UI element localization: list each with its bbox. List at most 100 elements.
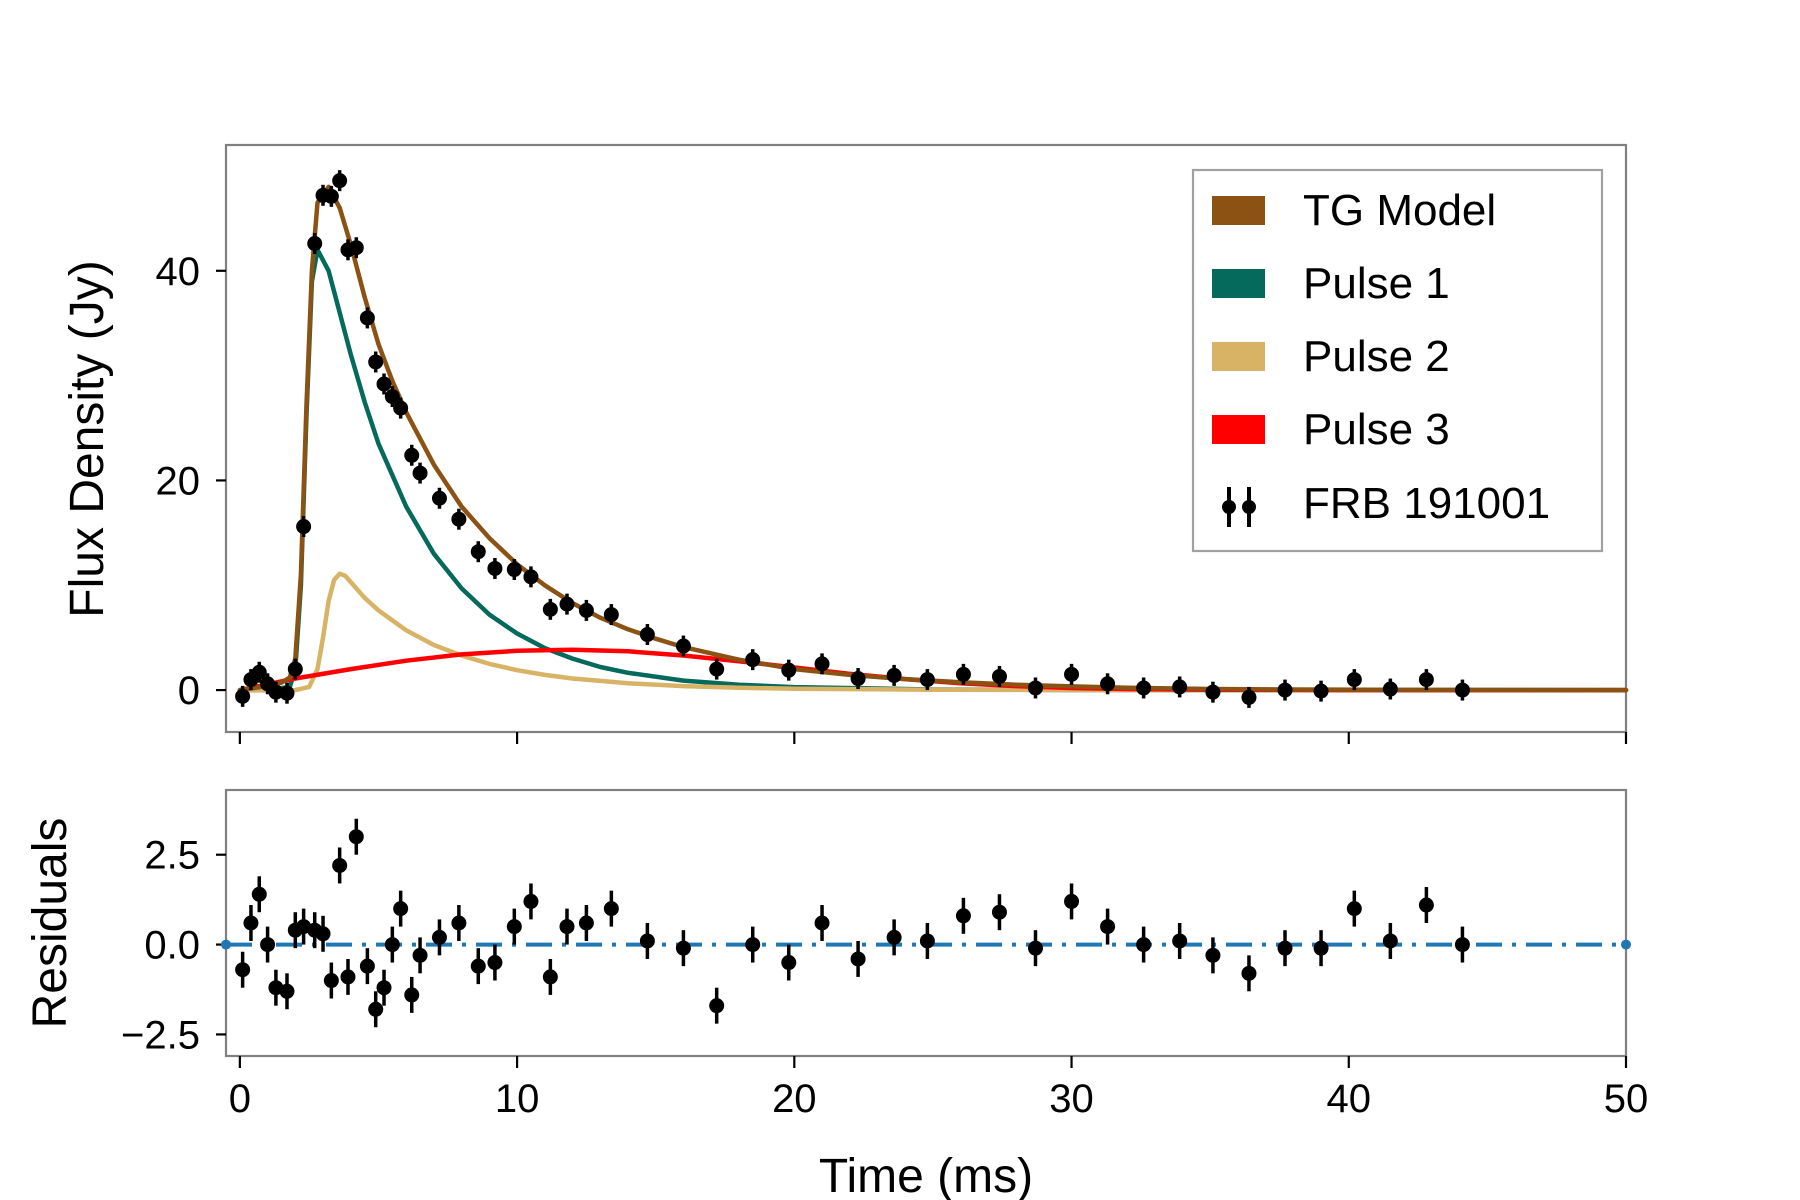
data-point [332,170,348,192]
point-marker [340,969,356,985]
point-marker [639,627,655,643]
data-point [919,669,935,691]
residual-point [1205,937,1221,974]
y-tick-label: 40 [156,250,201,294]
data-point [470,541,486,563]
point-marker [814,656,830,672]
data-point [1277,679,1293,701]
point-marker [1382,681,1398,697]
data-point [991,665,1007,687]
data-point [376,373,392,395]
point-marker [470,544,486,560]
residual-point [376,969,392,1006]
point-marker [886,929,902,945]
data-point [431,487,447,509]
data-point [1418,669,1434,691]
residual-point [559,908,575,945]
point-marker [1241,965,1257,981]
residual-point [315,915,331,952]
data-point [781,659,797,681]
x-tick-label: 30 [1049,1077,1094,1121]
point-marker [542,601,558,617]
flux-panel: 0 20 40 Flux Density (Jy) TG Model Pulse 1… [61,143,1629,744]
point-marker [886,667,902,683]
data-point [307,233,323,255]
point-marker [1346,901,1362,917]
x-axis-label: Time (ms) [819,1150,1033,1200]
point-marker [235,688,251,704]
point-marker [850,951,866,967]
data-point [1064,663,1080,685]
data-point [359,307,375,329]
point-marker [675,940,691,956]
point-marker [1064,893,1080,909]
point-marker [368,354,384,370]
residual-point [384,926,400,963]
data-point [745,649,761,671]
point-marker [307,236,323,252]
legend-swatch-pulse-2 [1212,342,1265,371]
residual-point [523,883,539,920]
point-marker [1277,940,1293,956]
residual-point [470,948,486,985]
residual-point [709,987,725,1024]
point-marker [1382,933,1398,949]
data-point [675,635,691,657]
residual-point [886,919,902,956]
residual-point [578,905,594,941]
point-marker [332,173,348,189]
residual-point [919,923,935,959]
point-marker [781,955,797,971]
point-marker [451,511,467,527]
point-marker [745,937,761,953]
point-marker [412,947,428,963]
point-marker [1454,937,1470,953]
legend-swatch-tg-model [1212,196,1265,225]
point-marker [991,668,1007,684]
legend-swatch-pulse-3 [1212,415,1265,444]
legend-label-pulse-2: Pulse 2 [1303,332,1450,381]
series-line-pulse-2 [237,571,1629,693]
point-marker [348,829,364,845]
data-point [296,516,312,538]
point-marker [359,958,375,974]
residual-point [814,905,830,941]
flux-y-axis-label: Flux Density (Jy) [61,260,114,617]
point-marker [1100,676,1116,692]
point-marker [260,937,276,953]
residuals-y-axis-label: Residuals [24,818,77,1029]
data-point [287,658,303,680]
point-marker [1028,680,1044,696]
point-marker [279,983,295,999]
point-marker [296,519,312,535]
data-point [412,462,428,484]
flux-axes: 0 20 40 [156,250,1628,744]
point-marker [919,672,935,688]
point-marker [603,901,619,917]
point-marker [412,465,428,481]
residual-point [1346,890,1362,927]
data-point [348,237,364,259]
residual-point [359,948,375,985]
residual-point [412,937,428,974]
point-marker [1172,679,1188,695]
data-point [603,604,619,626]
point-marker [991,904,1007,920]
legend-swatch-pulse-1 [1212,269,1265,298]
data-point [487,557,503,579]
point-marker [1205,684,1221,700]
residual-point [393,890,409,927]
point-marker [578,602,594,618]
point-marker [404,447,420,463]
data-point [709,658,725,680]
data-point [1172,676,1188,698]
legend: TG Model Pulse 1 Pulse 2 Pulse 3 FRB 191… [1191,168,1604,553]
point-marker [781,662,797,678]
zero-line-end [1621,939,1631,950]
residual-point [1313,930,1329,967]
residual-point [1064,883,1080,920]
point-marker [1136,680,1152,696]
point-marker [523,569,539,585]
point-marker [251,886,267,902]
